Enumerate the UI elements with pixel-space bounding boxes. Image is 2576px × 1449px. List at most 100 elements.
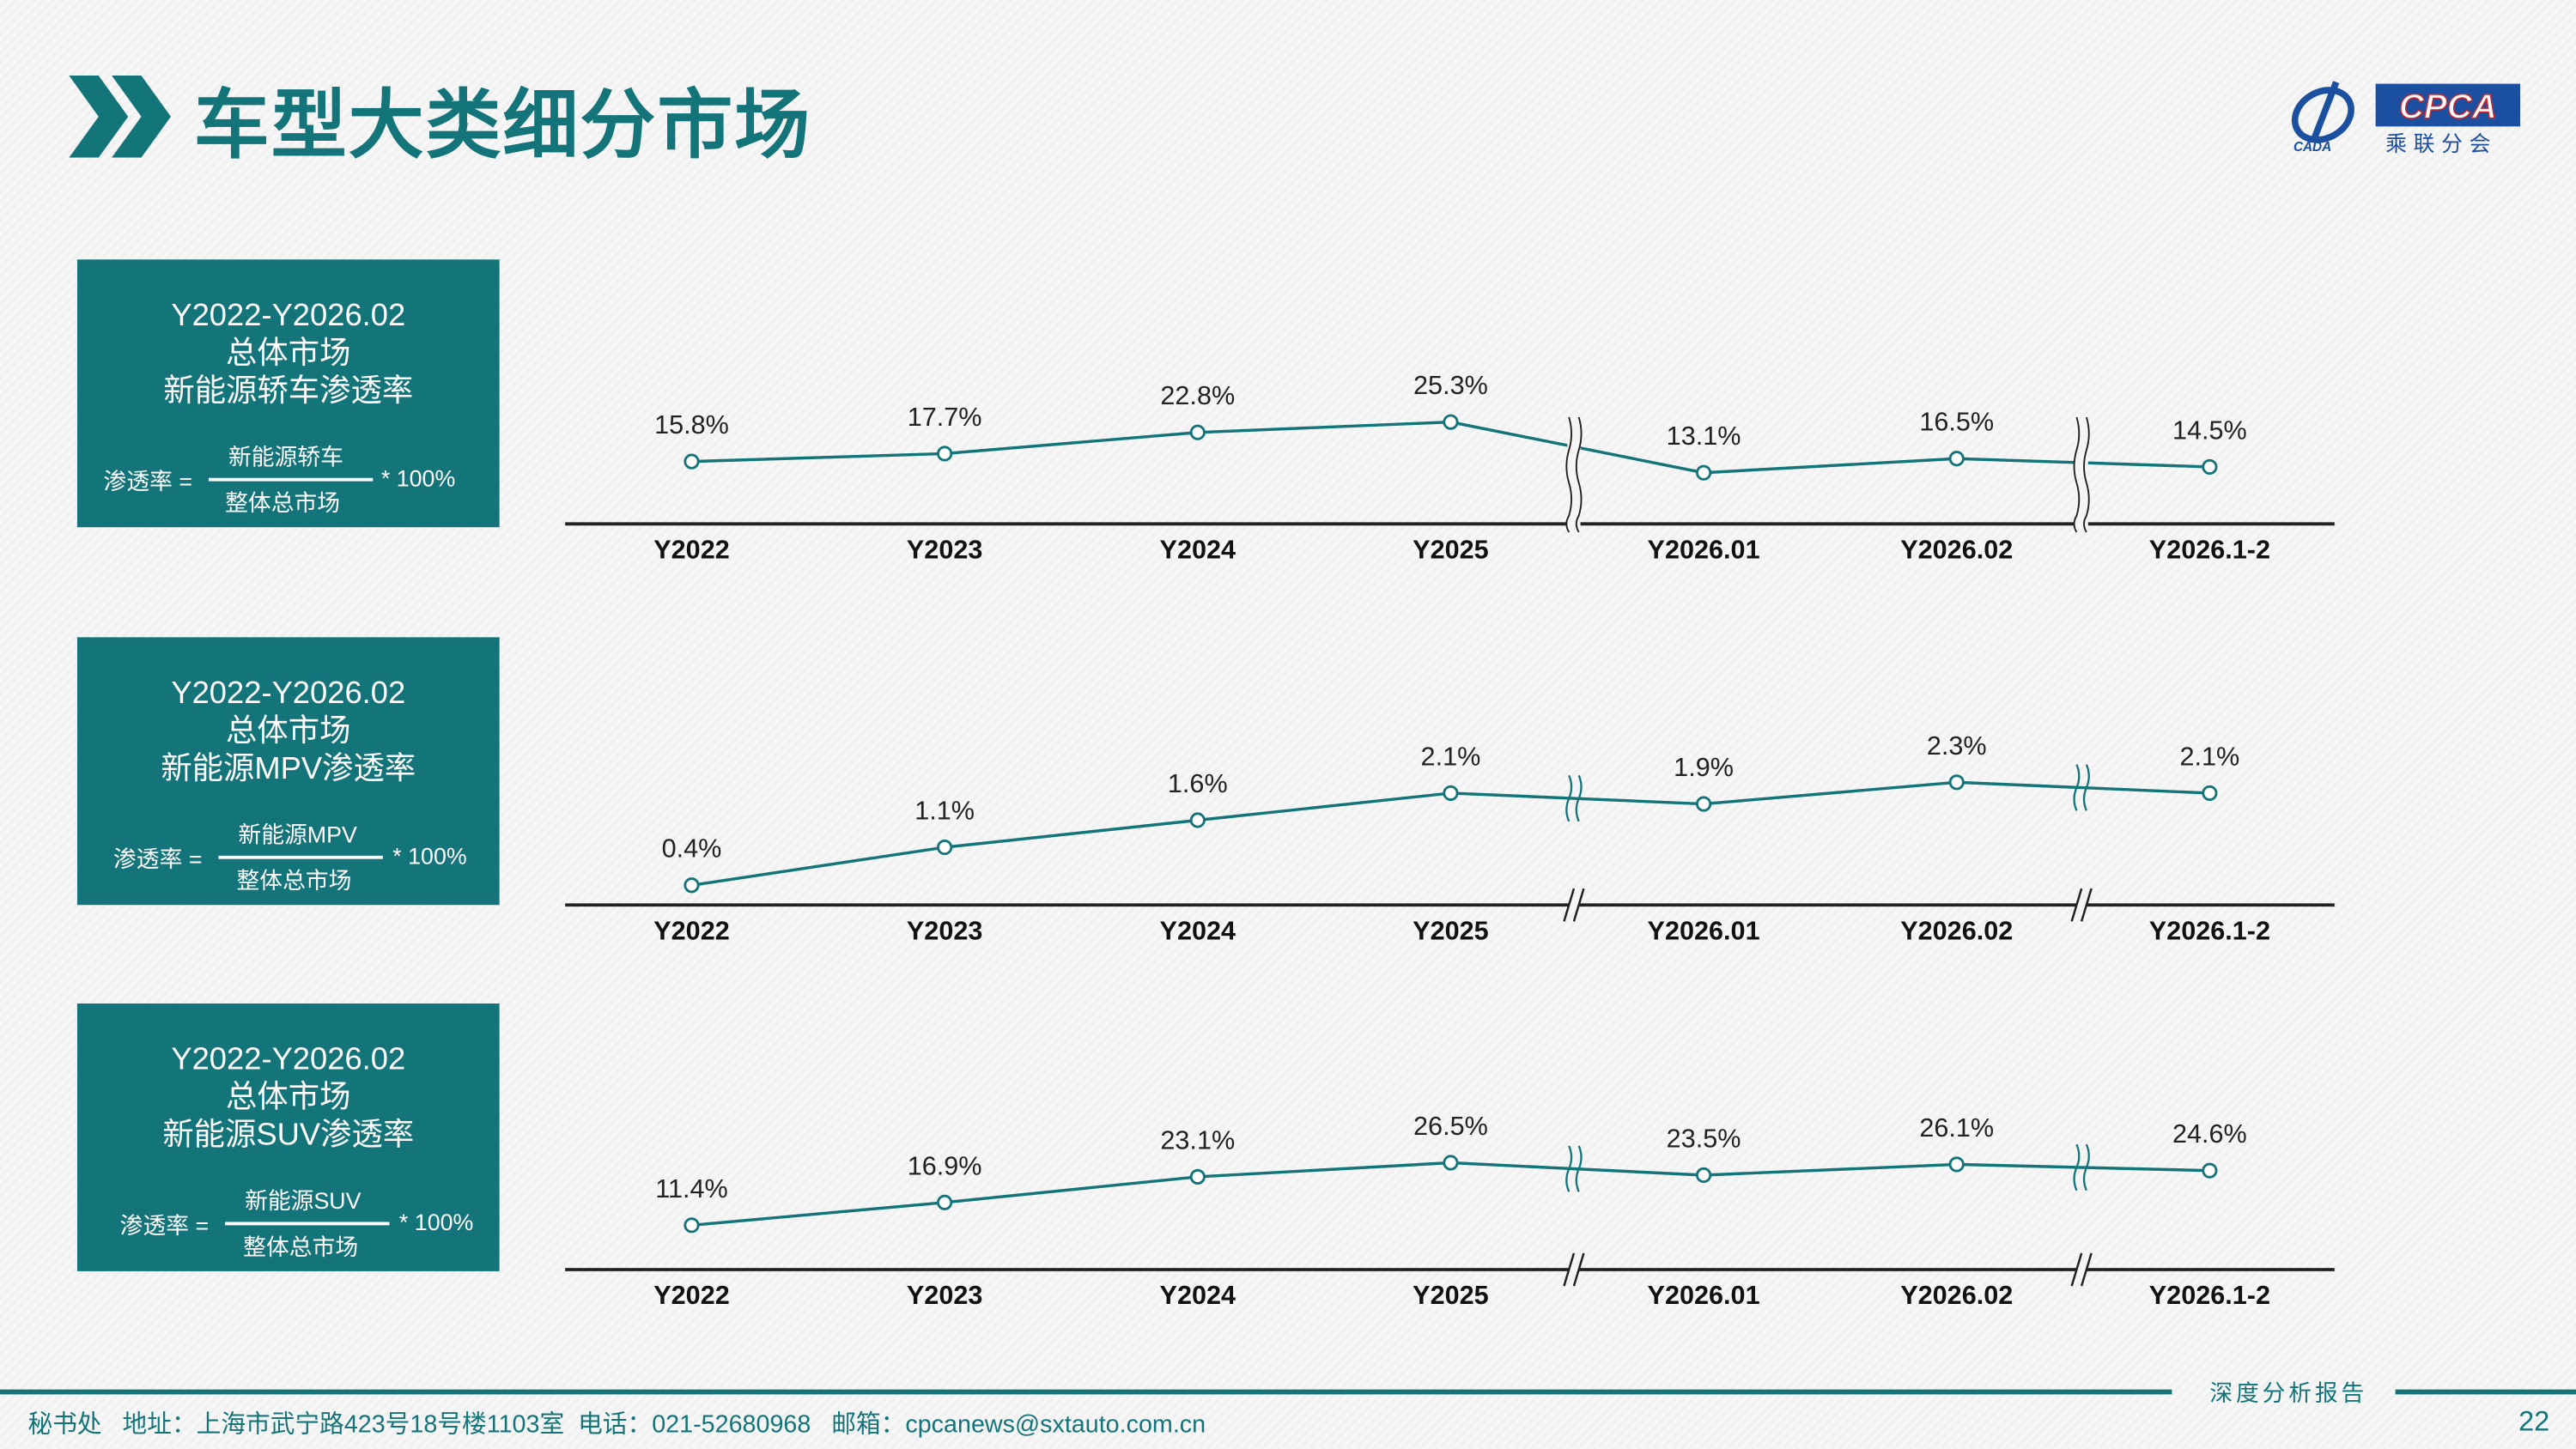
box-market: 总体市场 — [226, 714, 351, 749]
data-point — [1696, 796, 1712, 812]
data-point — [683, 453, 700, 470]
cpca-logo: CPCA CADA 乘联分会 — [2287, 76, 2524, 156]
series-break-mark — [1575, 1145, 1583, 1192]
data-point — [1189, 1168, 1206, 1185]
box-metric: 新能源MPV渗透率 — [161, 752, 416, 787]
data-point — [1696, 1167, 1712, 1184]
series-break-mark — [1575, 774, 1583, 822]
x-tick-label: Y2025 — [1413, 1281, 1489, 1310]
data-label: 17.7% — [908, 403, 982, 432]
data-point — [683, 1217, 700, 1234]
x-tick-label: Y2024 — [1160, 536, 1236, 565]
x-tick-label: Y2023 — [907, 1281, 983, 1310]
axis-break-mark — [2083, 416, 2090, 533]
data-label: 26.5% — [1413, 1112, 1488, 1141]
box-market: 总体市场 — [226, 336, 351, 372]
axis-break-mark — [1563, 888, 1576, 922]
data-point — [1443, 785, 1459, 802]
x-tick-label: Y2023 — [907, 916, 983, 945]
formula-lhs: 渗透率 = — [119, 1212, 210, 1239]
data-label: 1.1% — [914, 797, 975, 826]
formula-lhs: 渗透率 = — [103, 468, 193, 494]
x-tick-label: Y2026.1-2 — [2149, 916, 2270, 945]
x-tick-label: Y2026.02 — [1900, 916, 2013, 945]
x-tick-label: Y2023 — [907, 536, 983, 565]
box-market: 总体市场 — [226, 1080, 351, 1116]
data-label: 2.1% — [2179, 742, 2239, 771]
formula-numerator: 新能源轿车 — [228, 443, 343, 470]
formula-numerator: 新能源SUV — [245, 1187, 361, 1214]
x-tick-label: Y2022 — [653, 536, 730, 565]
axis-break-mark — [2070, 888, 2083, 922]
box-period: Y2022-Y2026.02 — [171, 299, 406, 334]
series-break-mark — [2082, 1143, 2090, 1191]
fraction-bar — [225, 1222, 390, 1225]
box-period: Y2022-Y2026.02 — [171, 1042, 406, 1078]
logo-text: CPCA — [2399, 88, 2497, 126]
axis-break-mark — [2070, 1252, 2083, 1287]
formula-denominator: 整体总市场 — [236, 867, 352, 894]
data-point — [1189, 812, 1206, 828]
data-label: 2.1% — [1421, 742, 1481, 771]
x-tick-label: Y2026.1-2 — [2149, 1281, 2270, 1310]
suv-info-box: Y2022-Y2026.02 总体市场 新能源SUV渗透率 渗透率 = 新能源S… — [76, 1003, 500, 1271]
axis-break-mark — [2073, 416, 2081, 533]
data-label: 1.9% — [1674, 753, 1734, 782]
x-tick-label: Y2022 — [653, 916, 730, 945]
formula-numerator: 新能源MPV — [238, 821, 357, 848]
data-label: 26.1% — [1919, 1113, 1994, 1143]
data-point — [1189, 424, 1206, 440]
axis-break-gap — [2076, 900, 2087, 910]
sedan-info-box: Y2022-Y2026.02 总体市场 新能源轿车渗透率 渗透率 = 新能源轿车… — [76, 259, 500, 528]
data-label: 1.6% — [1168, 769, 1228, 798]
logo-icon: CPCA CADA 乘联分会 — [2291, 81, 2521, 156]
x-tick-label: Y2022 — [653, 1281, 730, 1310]
data-label: 0.4% — [662, 834, 722, 864]
data-label: 13.1% — [1667, 421, 1741, 451]
page-title: 车型大类细分市场 — [193, 80, 812, 170]
axis-break-mark — [1563, 1252, 1576, 1287]
x-tick-label: Y2026.02 — [1900, 1281, 2013, 1310]
data-point — [937, 839, 953, 856]
data-point — [683, 877, 700, 894]
x-tick-label: Y2025 — [1413, 916, 1489, 945]
axis-break-gap — [1569, 900, 1579, 910]
data-point — [1443, 1155, 1459, 1171]
axis-break-mark — [2080, 888, 2093, 922]
series-break-mark — [2082, 764, 2090, 811]
data-point — [2202, 458, 2218, 476]
data-label: 24.6% — [2172, 1119, 2247, 1149]
data-label: 23.5% — [1667, 1124, 1741, 1153]
data-label: 2.3% — [1927, 731, 1987, 761]
data-point — [2202, 785, 2218, 802]
series-break-mark — [2073, 1143, 2081, 1191]
series-break-mark — [1565, 774, 1573, 822]
mpv-info-box: Y2022-Y2026.02 总体市场 新能源MPV渗透率 渗透率 = 新能源M… — [76, 637, 500, 906]
x-tick-label: Y2026.1-2 — [2149, 536, 2270, 565]
page-number: 22 — [2518, 1405, 2550, 1438]
data-point — [937, 446, 953, 462]
data-point — [1696, 464, 1712, 481]
footer-address: 秘书处 地址：上海市武宁路423号18号楼1103室 电话：021-526809… — [27, 1410, 1206, 1440]
data-point — [1443, 414, 1459, 430]
data-point — [937, 1194, 953, 1210]
data-point — [1948, 451, 1965, 467]
axis-break-gap — [1569, 1264, 1579, 1275]
logo-sub-text: 乘联分会 — [2385, 131, 2497, 155]
axis-break-mark — [1572, 888, 1585, 922]
x-tick-label: Y2026.01 — [1648, 916, 1760, 945]
formula-denominator: 整体总市场 — [243, 1233, 359, 1260]
formula-rhs: * 100% — [392, 842, 467, 870]
data-label: 16.5% — [1919, 408, 1994, 437]
formula-lhs: 渗透率 = — [113, 846, 203, 872]
data-label: 11.4% — [655, 1174, 728, 1203]
report-label: 深度分析报告 — [2209, 1381, 2368, 1408]
data-label: 23.1% — [1160, 1125, 1235, 1155]
data-point — [2202, 1162, 2218, 1179]
axis-break-mark — [2080, 1252, 2093, 1287]
data-label: 25.3% — [1413, 371, 1488, 400]
data-label: 22.8% — [1160, 381, 1235, 410]
axis-break-gap — [2076, 1264, 2087, 1275]
